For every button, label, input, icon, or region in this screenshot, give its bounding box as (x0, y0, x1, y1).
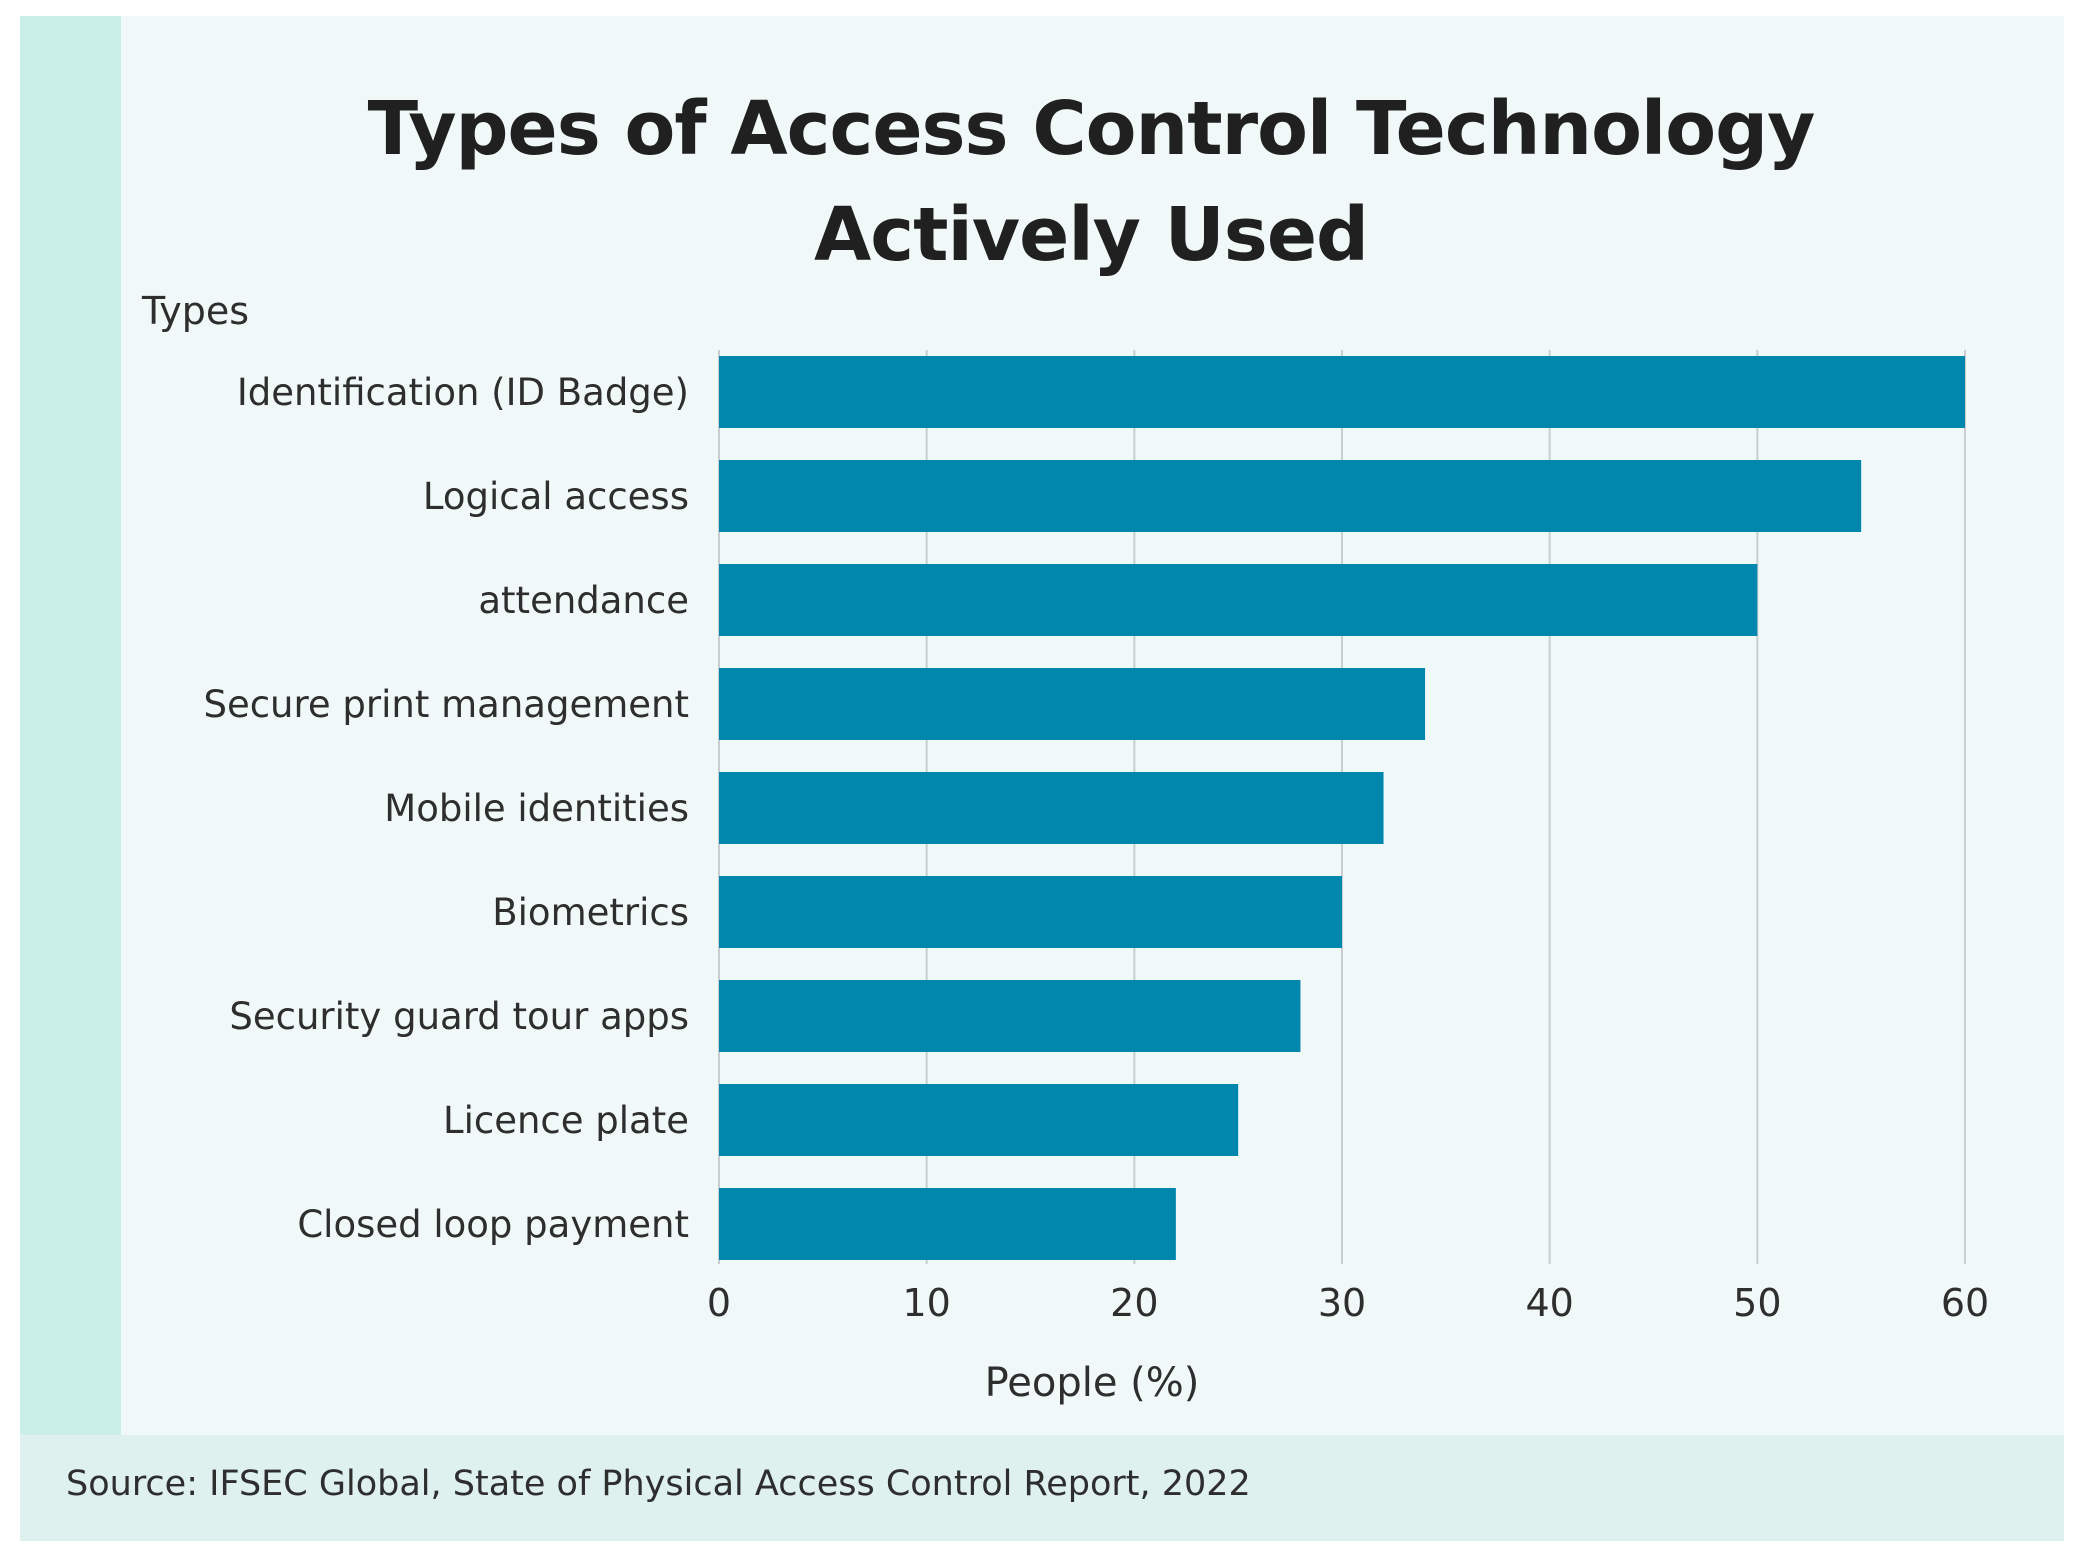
chart-title: Types of Access Control Technology Activ… (121, 76, 2061, 288)
x-tick-label: 60 (1941, 1281, 1989, 1325)
bar (719, 772, 1384, 844)
x-tick-label: 10 (902, 1281, 950, 1325)
x-tick-label: 20 (1110, 1281, 1158, 1325)
category-label: Identification (ID Badge) (237, 371, 689, 414)
x-tick-label: 0 (707, 1281, 731, 1325)
bar (719, 1084, 1239, 1156)
category-label: Secure print management (203, 683, 689, 726)
bar (719, 356, 1965, 428)
x-axis-title: People (%) (985, 1360, 1200, 1406)
category-label: Biometrics (492, 891, 689, 934)
category-label: Security guard tour apps (229, 995, 689, 1038)
x-tick-labels: 0 10 20 30 40 50 60 (707, 1281, 1989, 1325)
chart-title-line-2: Actively Used (814, 192, 1369, 278)
bar (719, 668, 1426, 740)
bar (719, 980, 1301, 1052)
y-axis-title: Types (141, 289, 249, 333)
bar-chart: Types People (%) Identification (ID Badg… (141, 289, 1989, 1406)
category-label: Mobile identities (384, 787, 689, 830)
x-tick-label: 50 (1733, 1281, 1781, 1325)
x-tick-label: 30 (1318, 1281, 1366, 1325)
bar (719, 564, 1758, 636)
category-label: Logical access (423, 475, 689, 518)
source-footer (20, 1435, 2064, 1541)
chart-card: Source: IFSEC Global, State of Physical … (20, 16, 2064, 1541)
category-label: attendance (478, 579, 689, 622)
accent-strip (20, 16, 121, 1435)
bar (719, 460, 1862, 532)
category-label: Closed loop payment (297, 1203, 689, 1246)
bar (719, 1188, 1176, 1260)
bars (719, 356, 1965, 1260)
category-labels: Identification (ID Badge) Logical access a… (203, 371, 689, 1246)
category-label: Licence plate (443, 1099, 689, 1142)
x-tick-label: 40 (1525, 1281, 1573, 1325)
source-note: Source: IFSEC Global, State of Physical … (66, 1464, 1251, 1504)
chart-title-line-1: Types of Access Control Technology (367, 86, 1816, 172)
bar (719, 876, 1342, 948)
